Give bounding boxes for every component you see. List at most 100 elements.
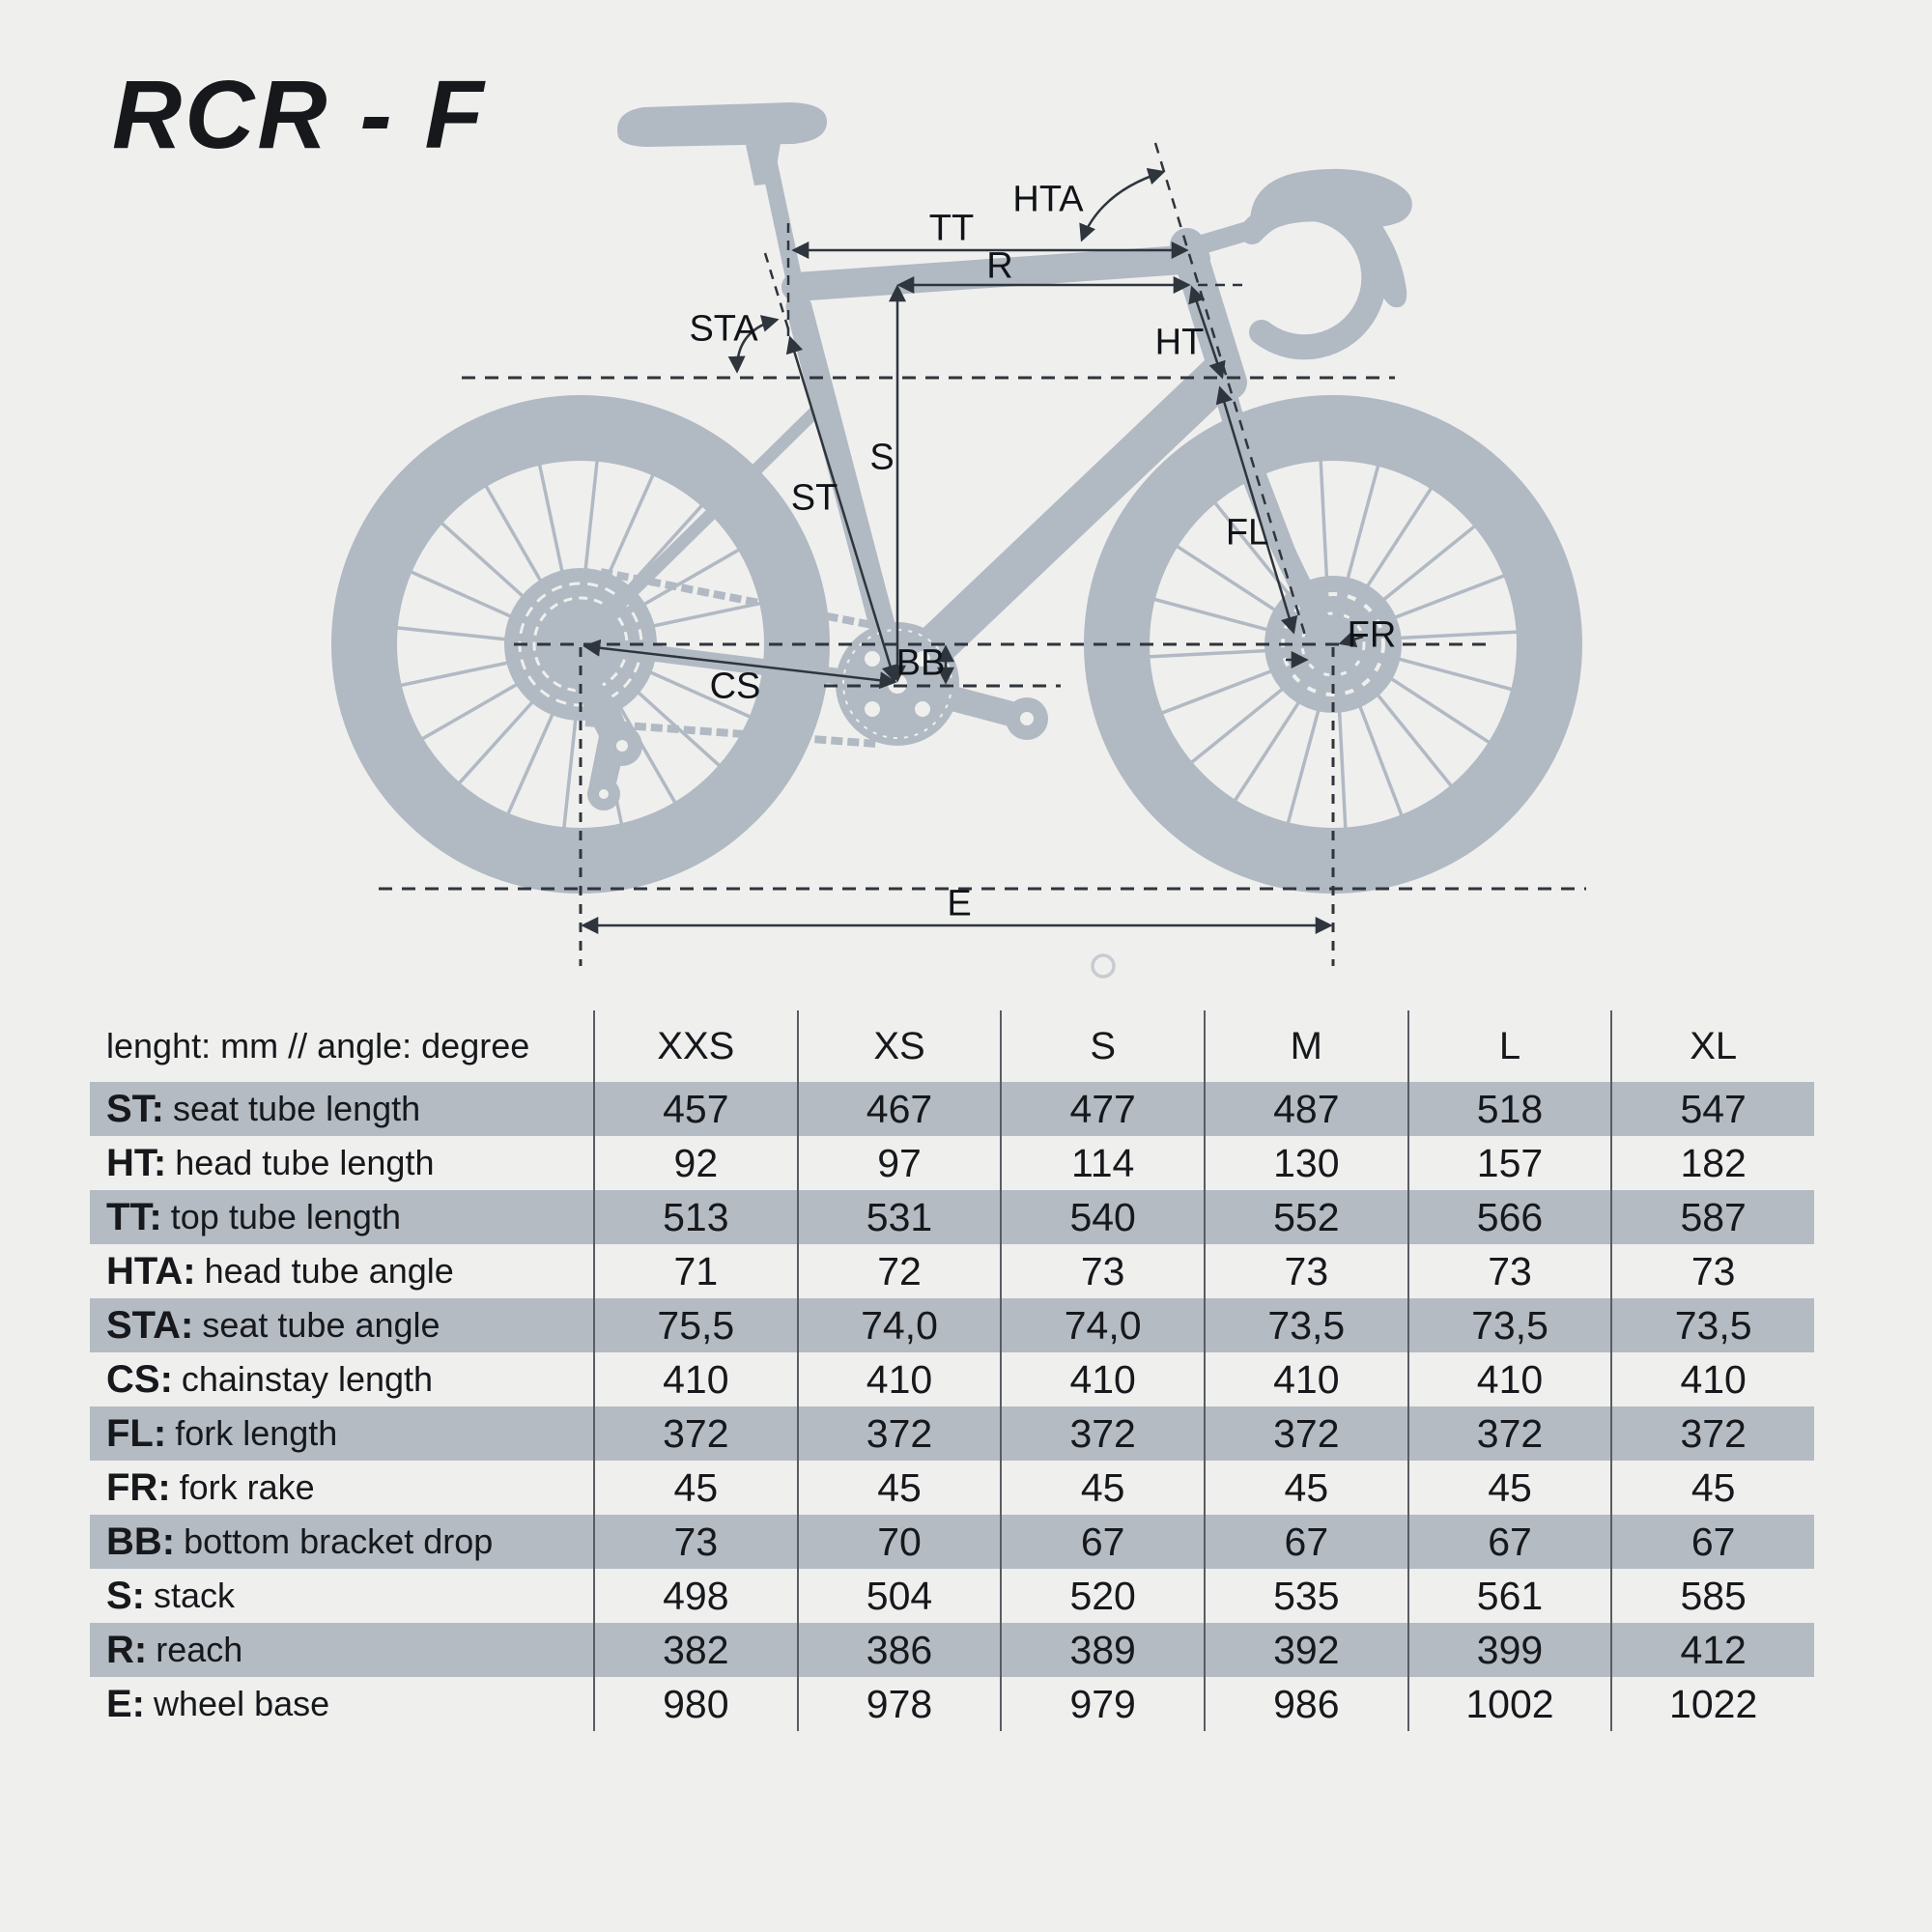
value-cell: 1002 <box>1406 1677 1611 1731</box>
value-cell: 518 <box>1406 1082 1611 1136</box>
label-stack: S <box>869 437 895 478</box>
row-label-description: fork length <box>175 1413 338 1453</box>
row-label: HT: head tube length <box>90 1136 593 1190</box>
row-label: R: reach <box>90 1623 593 1677</box>
size-header-xxs: XXS <box>593 1010 797 1082</box>
table-row: TT: top tube length 513 531 540 552 566 587 <box>90 1190 1814 1244</box>
row-label: ST: seat tube length <box>90 1082 593 1136</box>
table-header-units: lenght: mm // angle: degree <box>106 1026 530 1065</box>
value-cell: 410 <box>1000 1352 1204 1406</box>
value-cell: 467 <box>796 1082 1001 1136</box>
row-label: FR: fork rake <box>90 1461 593 1515</box>
value-cell: 410 <box>796 1352 1001 1406</box>
value-cell: 531 <box>796 1190 1001 1244</box>
value-cell: 410 <box>593 1352 797 1406</box>
value-cell: 45 <box>796 1461 1001 1515</box>
bike-geometry-diagram <box>331 102 1586 979</box>
value-cell: 372 <box>1610 1406 1814 1461</box>
value-cell: 67 <box>1204 1515 1407 1569</box>
value-cell: 412 <box>1610 1623 1814 1677</box>
seatstay-tube <box>575 403 824 648</box>
value-cell: 978 <box>796 1677 1001 1731</box>
dim-head-angle-arc <box>1079 167 1166 242</box>
value-cell: 70 <box>796 1515 1001 1569</box>
table-row: HTA: head tube angle 71 72 73 73 73 73 <box>90 1244 1814 1298</box>
value-cell: 410 <box>1406 1352 1611 1406</box>
row-label-description: fork rake <box>179 1467 315 1507</box>
row-label: STA: seat tube angle <box>90 1298 593 1352</box>
value-cell: 45 <box>1610 1461 1814 1515</box>
table-row: STA: seat tube angle 75,5 74,0 74,0 73,5 73,5 7… <box>90 1298 1814 1352</box>
label-chainstay: CS <box>709 666 761 707</box>
value-cell: 504 <box>796 1569 1001 1623</box>
table-row: BB: bottom bracket drop 73 70 67 67 67 67 <box>90 1515 1814 1569</box>
dim-chainstay <box>582 639 897 690</box>
row-label: TT: top tube length <box>90 1190 593 1244</box>
value-cell: 92 <box>593 1136 797 1190</box>
row-label-code: ST: <box>106 1088 164 1130</box>
value-cell: 540 <box>1000 1190 1204 1244</box>
row-label: BB: bottom bracket drop <box>90 1515 593 1569</box>
size-header-m: M <box>1204 1010 1407 1082</box>
row-label-description: chainstay length <box>181 1359 434 1399</box>
value-cell: 457 <box>593 1082 797 1136</box>
value-cell: 97 <box>796 1136 1001 1190</box>
dim-head-tube <box>1188 285 1226 380</box>
row-label-description: stack <box>154 1576 236 1615</box>
value-cell: 67 <box>1610 1515 1814 1569</box>
size-header-xs: XS <box>796 1010 1001 1082</box>
label-head-tube-angle: HTA <box>1012 179 1084 220</box>
row-label-code: HT: <box>106 1142 167 1184</box>
value-cell: 72 <box>796 1244 1001 1298</box>
value-cell: 45 <box>1406 1461 1611 1515</box>
handlebar <box>1239 168 1412 360</box>
label-top-tube: TT <box>928 208 975 249</box>
value-cell: 561 <box>1406 1569 1611 1623</box>
size-header-l: L <box>1406 1010 1611 1082</box>
label-wheelbase: E <box>947 883 972 924</box>
row-label: FL: fork length <box>90 1406 593 1461</box>
value-cell: 389 <box>1000 1623 1204 1677</box>
value-cell: 410 <box>1610 1352 1814 1406</box>
value-cell: 45 <box>1204 1461 1407 1515</box>
saddle <box>617 102 827 185</box>
value-cell: 74,0 <box>796 1298 1001 1352</box>
row-label-code: HTA: <box>106 1250 196 1293</box>
row-label-code: CS: <box>106 1358 173 1401</box>
row-label: HTA: head tube angle <box>90 1244 593 1298</box>
table-header-row: lenght: mm // angle: degree XXS XS S M L XL <box>90 1010 1814 1082</box>
row-label-description: head tube angle <box>204 1251 454 1291</box>
value-cell: 535 <box>1204 1569 1407 1623</box>
value-cell: 45 <box>1000 1461 1204 1515</box>
table-row: CS: chainstay length 410 410 410 410 410 410 <box>90 1352 1814 1406</box>
label-fork-rake: FR <box>1347 614 1397 656</box>
value-cell: 157 <box>1406 1136 1611 1190</box>
value-cell: 547 <box>1610 1082 1814 1136</box>
row-label-description: seat tube length <box>173 1089 421 1128</box>
down-tube <box>882 355 1239 697</box>
dim-fork-rake-b <box>1338 630 1364 648</box>
size-header-s: S <box>1000 1010 1204 1082</box>
label-seat-tube: ST <box>790 477 838 519</box>
row-label-code: TT: <box>106 1196 162 1238</box>
value-cell: 477 <box>1000 1082 1204 1136</box>
table-row: HT: head tube length 92 97 114 130 157 182 <box>90 1136 1814 1190</box>
table-row: E: wheel base 980 978 979 986 1002 1022 <box>90 1677 1814 1731</box>
value-cell: 399 <box>1406 1623 1611 1677</box>
table-row: FR: fork rake 45 45 45 45 45 45 <box>90 1461 1814 1515</box>
row-label: S: stack <box>90 1569 593 1623</box>
value-cell: 372 <box>1406 1406 1611 1461</box>
value-cell: 73,5 <box>1406 1298 1611 1352</box>
value-cell: 587 <box>1610 1190 1814 1244</box>
value-cell: 130 <box>1204 1136 1407 1190</box>
row-label-description: head tube length <box>175 1143 435 1182</box>
value-cell: 410 <box>1204 1352 1407 1406</box>
dim-seat-angle-arc <box>727 315 780 374</box>
dimension-arrows <box>581 167 1364 934</box>
value-cell: 114 <box>1000 1136 1204 1190</box>
row-label-code: BB: <box>106 1520 176 1563</box>
row-label-description: bottom bracket drop <box>184 1521 494 1561</box>
value-cell: 552 <box>1204 1190 1407 1244</box>
value-cell: 73,5 <box>1610 1298 1814 1352</box>
value-cell: 520 <box>1000 1569 1204 1623</box>
